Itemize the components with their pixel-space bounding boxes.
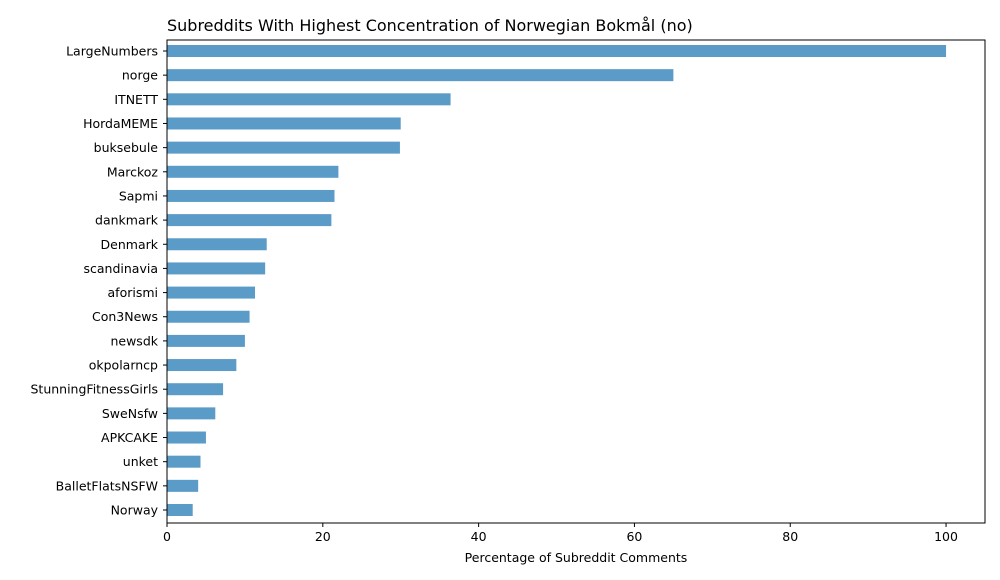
- bar-scandinavia: [167, 262, 266, 275]
- bar-Con3News: [167, 310, 250, 323]
- bar-Norway: [167, 504, 193, 516]
- x-tick-label: 80: [782, 529, 798, 544]
- x-tick-label: 40: [471, 529, 487, 544]
- bar-HordaMEME: [167, 117, 401, 130]
- y-tick-label: okpolarncp: [89, 358, 158, 373]
- y-tick-label: HordaMEME: [83, 116, 158, 131]
- bar-APKCAKE: [167, 431, 206, 444]
- bar-dankmark: [167, 214, 332, 227]
- y-tick-label: dankmark: [95, 213, 159, 228]
- chart-title: Subreddits With Highest Concentration of…: [167, 16, 693, 35]
- y-tick-label: norge: [122, 68, 158, 83]
- bar-buksebule: [167, 141, 400, 154]
- y-tick-label: Con3News: [92, 309, 158, 324]
- bar-LargeNumbers: [167, 45, 947, 57]
- bar-aforismi: [167, 286, 256, 299]
- bars-group: [167, 45, 947, 516]
- x-ticks: 0 20 40 60 80 100: [163, 523, 958, 544]
- y-tick-label: unket: [123, 454, 158, 469]
- y-tick-label: LargeNumbers: [66, 44, 158, 59]
- bar-okpolarncp: [167, 359, 237, 372]
- bar-Sapmi: [167, 189, 335, 202]
- x-tick-label: 60: [626, 529, 642, 544]
- y-tick-label: buksebule: [94, 140, 159, 155]
- y-tick-labels: LargeNumbers norge ITNETT HordaMEME buksebul…: [30, 44, 167, 518]
- x-axis-label: Percentage of Subreddit Comments: [465, 550, 688, 565]
- y-tick-label: aforismi: [108, 285, 158, 300]
- bar-Denmark: [167, 238, 267, 251]
- y-tick-label: newsdk: [110, 333, 158, 348]
- y-tick-label: ITNETT: [114, 92, 158, 107]
- y-tick-label: BalletFlatsNSFW: [56, 478, 158, 493]
- y-tick-label: Denmark: [101, 237, 159, 252]
- y-tick-label: Norway: [111, 503, 159, 518]
- bar-SweNsfw: [167, 407, 216, 420]
- y-tick-label: Marckoz: [107, 164, 159, 179]
- y-tick-label: StunningFitnessGirls: [30, 382, 158, 397]
- bar-StunningFitnessGirls: [167, 383, 224, 396]
- bar-unket: [167, 455, 201, 468]
- x-tick-label: 20: [315, 529, 331, 544]
- bar-ITNETT: [167, 93, 451, 106]
- bar-norge: [167, 69, 674, 82]
- y-tick-label: SweNsfw: [102, 406, 158, 421]
- plot-frame: [166, 39, 986, 524]
- y-tick-label: scandinavia: [84, 261, 159, 276]
- bar-Marckoz: [167, 165, 339, 178]
- y-tick-label: Sapmi: [119, 188, 158, 203]
- bar-newsdk: [167, 334, 245, 347]
- y-tick-label: APKCAKE: [101, 430, 158, 445]
- x-tick-label: 100: [934, 529, 958, 544]
- x-tick-label: 0: [163, 529, 171, 544]
- bar-BalletFlatsNSFW: [167, 479, 199, 492]
